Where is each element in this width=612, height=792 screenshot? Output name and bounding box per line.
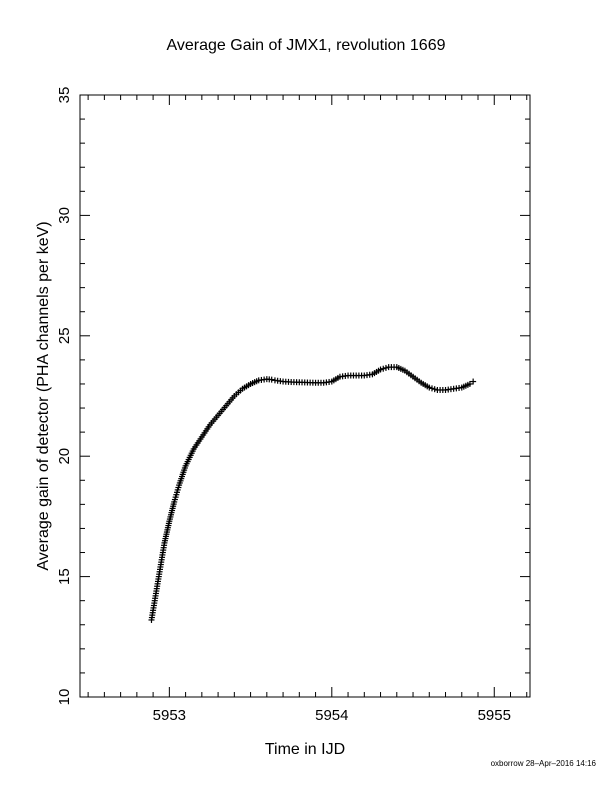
data-point-marker bbox=[382, 364, 389, 371]
x-axis-ticks bbox=[87, 95, 528, 697]
data-series bbox=[148, 364, 477, 623]
y-tick-label: 30 bbox=[56, 207, 73, 224]
data-point-marker bbox=[428, 385, 435, 392]
plot-frame bbox=[79, 94, 531, 698]
y-tick-label: 35 bbox=[56, 87, 73, 104]
x-tick-label: 5955 bbox=[478, 707, 511, 724]
data-point-marker bbox=[426, 384, 433, 391]
y-axis-ticks bbox=[80, 94, 530, 698]
x-axis-label: Time in IJD bbox=[265, 741, 345, 758]
data-point-marker bbox=[470, 378, 477, 385]
x-tick-label: 5953 bbox=[153, 707, 186, 724]
x-tick-label: 5954 bbox=[315, 707, 348, 724]
chart-title: Average Gain of JMX1, revolution 1669 bbox=[166, 37, 446, 54]
y-tick-label: 15 bbox=[56, 568, 73, 585]
y-tick-label: 20 bbox=[56, 448, 73, 465]
footer-timestamp: oxborrow 28–Apr–2016 14:16 bbox=[490, 759, 596, 768]
data-point-marker bbox=[431, 386, 438, 393]
data-point-marker bbox=[268, 376, 275, 383]
y-tick-label: 25 bbox=[56, 327, 73, 344]
data-point-marker bbox=[380, 365, 387, 372]
data-point-marker bbox=[466, 380, 473, 387]
y-tick-label: 10 bbox=[56, 689, 73, 706]
x-axis-tick-labels: 5953 5954 5955 bbox=[153, 707, 511, 724]
data-point-marker bbox=[377, 366, 384, 373]
y-axis-label: Average gain of detector (PHA channels p… bbox=[35, 221, 52, 570]
y-axis-tick-labels: 10 15 20 25 30 35 bbox=[56, 87, 73, 706]
